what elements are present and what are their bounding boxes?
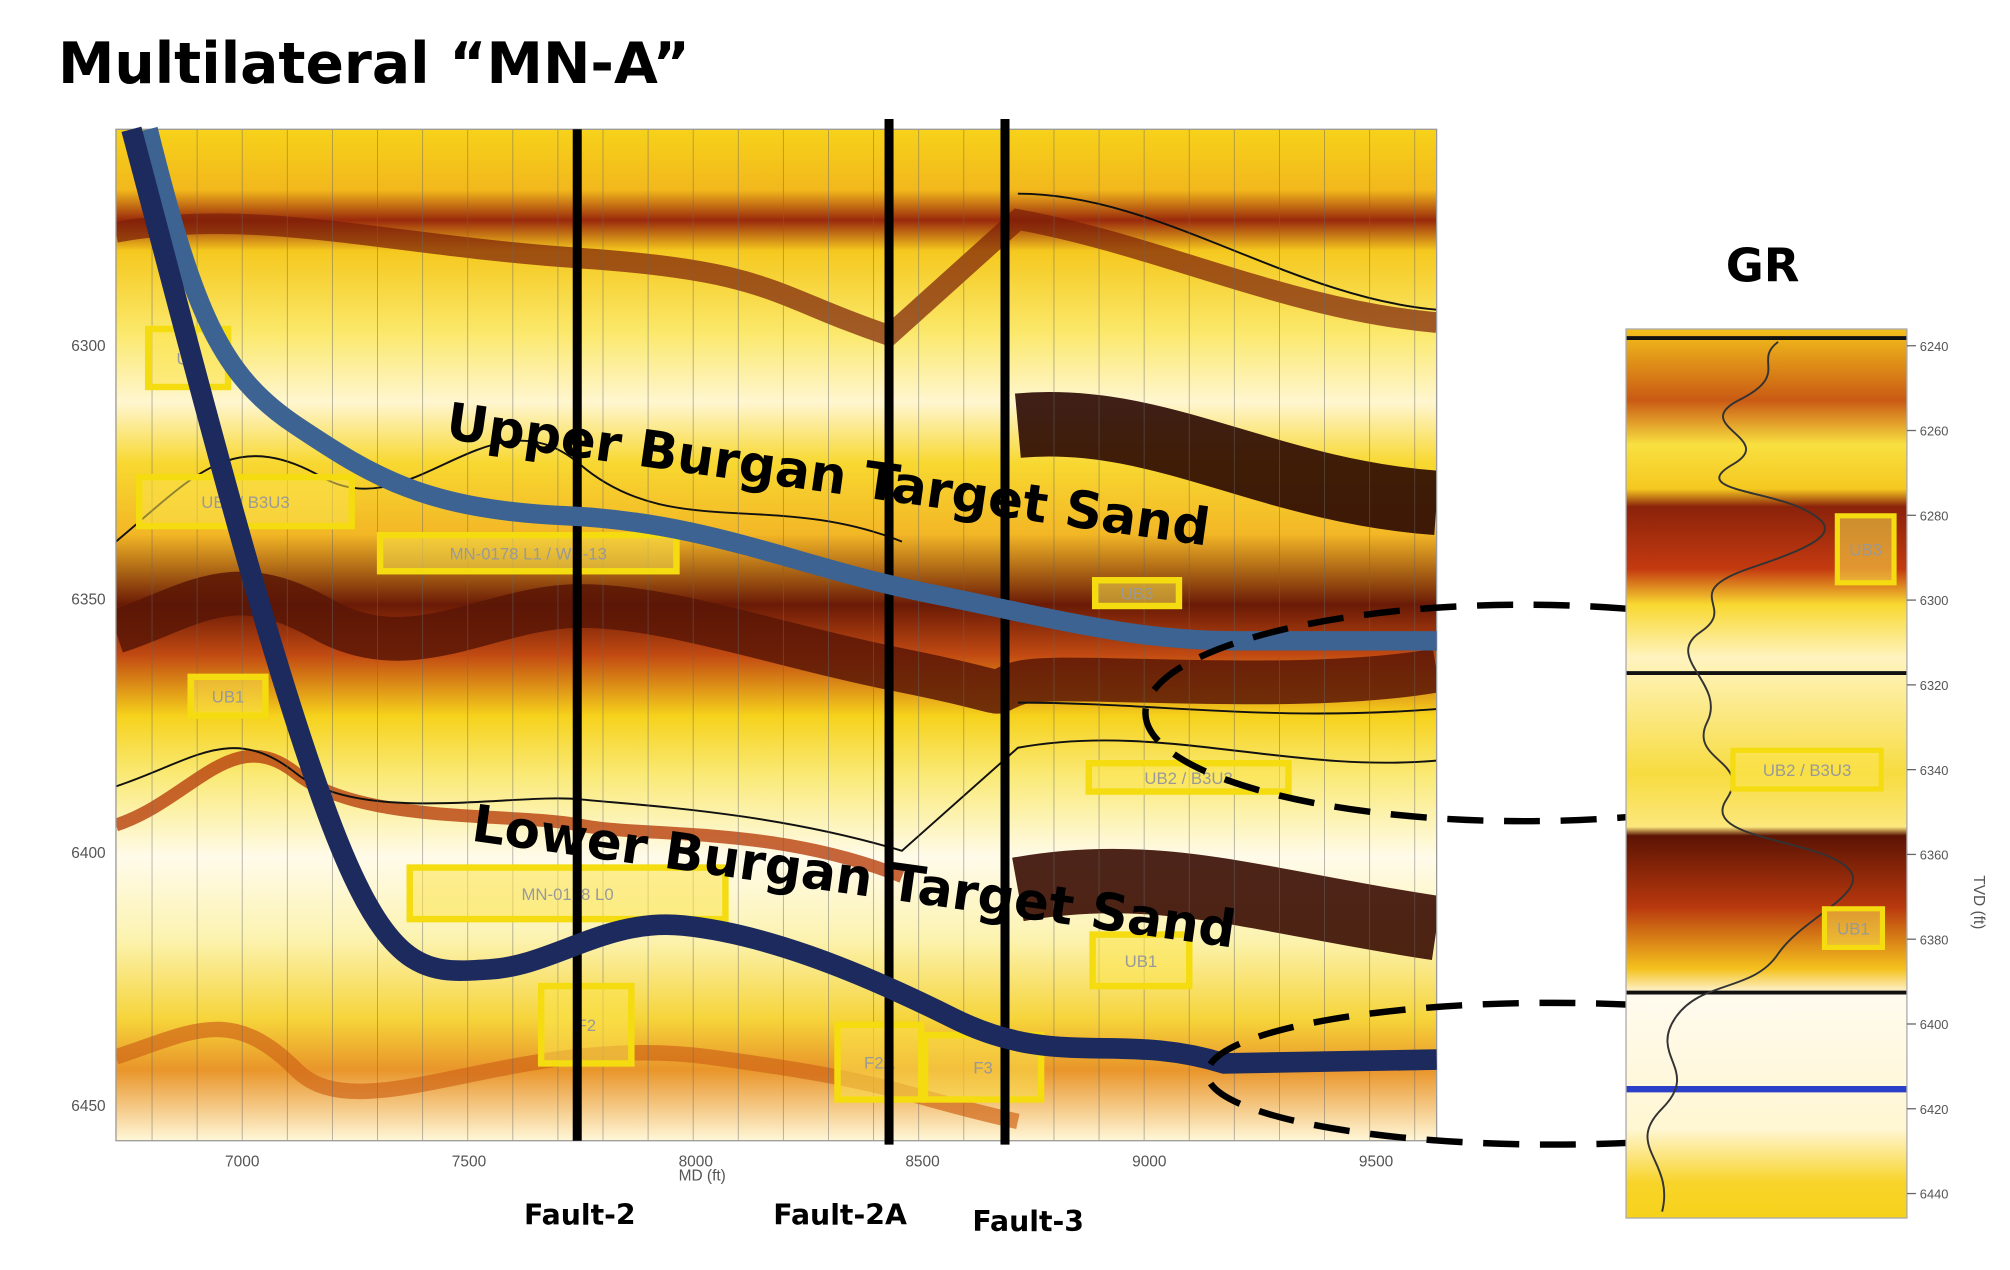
x-tick-label: 7500 bbox=[452, 1153, 486, 1170]
seismic-band bbox=[115, 208, 1437, 348]
zone-label: UB1 bbox=[1837, 920, 1870, 939]
gr-tick-label: 6440 bbox=[1920, 1187, 1949, 1202]
gr-tick-label: 6420 bbox=[1920, 1102, 1949, 1117]
lower-lateral bbox=[121, 126, 1437, 1074]
gr-ticks: 6240 6260 6280 6300 6320 6340 6360 6380 6400 6420… bbox=[1906, 339, 1949, 1202]
y-tick-label: 6350 bbox=[71, 591, 105, 608]
fault-label: Fault-2A bbox=[773, 1198, 907, 1231]
gr-frame bbox=[1625, 328, 1908, 1219]
gr-zone-labels: UB3 UB2 / B3U3 UB1 bbox=[1730, 513, 1897, 951]
fault-label: Fault-2 bbox=[524, 1198, 636, 1231]
label-box bbox=[1089, 931, 1193, 990]
main-ticks: 6300 6350 6400 6450 7000 7500 8000 8500 9000 9500 bbox=[71, 338, 1393, 1171]
label-box bbox=[187, 673, 269, 719]
zone-label: UB1 bbox=[212, 688, 245, 707]
gr-tick-label: 6380 bbox=[1920, 932, 1949, 947]
x-tick-label: 8000 bbox=[679, 1153, 713, 1170]
horizon bbox=[115, 739, 1437, 852]
horizon bbox=[1017, 192, 1437, 311]
gr-tick-label: 6300 bbox=[1920, 593, 1949, 608]
zone-label: UB3 bbox=[1121, 585, 1154, 604]
gr-axis-label: TVD (ft) bbox=[1970, 875, 1987, 929]
label-box bbox=[537, 982, 635, 1067]
label-box bbox=[376, 531, 680, 575]
gr-tick-label: 6400 bbox=[1920, 1017, 1949, 1032]
label-box bbox=[1821, 906, 1886, 951]
seismic-band bbox=[115, 749, 905, 883]
x-tick-label: 9000 bbox=[1132, 1153, 1166, 1170]
y-tick-label: 6400 bbox=[71, 845, 105, 862]
gr-tick-label: 6360 bbox=[1920, 848, 1949, 863]
x-tick-label: 9500 bbox=[1359, 1153, 1393, 1170]
gr-tick-label: 6340 bbox=[1920, 763, 1949, 778]
seismic-band bbox=[1014, 392, 1437, 536]
gr-tick-label: 6320 bbox=[1920, 678, 1949, 693]
zone-label: UB3 bbox=[1849, 541, 1882, 560]
gr-tick-label: 6280 bbox=[1920, 508, 1949, 523]
fault-label: Fault-3 bbox=[972, 1205, 1084, 1238]
title: Multilateral “MN-A” bbox=[58, 31, 690, 97]
zone-label: MN-0178 L1 / WP-13 bbox=[450, 545, 607, 564]
gr-title: GR bbox=[1726, 238, 1800, 292]
x-axis-label: MD (ft) bbox=[679, 1168, 726, 1185]
label-box bbox=[406, 864, 729, 923]
y-tick-label: 6300 bbox=[71, 338, 105, 355]
zone-label: UB2 / B3U3 bbox=[1144, 769, 1232, 788]
zone-label: MN-0178 L0 bbox=[521, 885, 613, 904]
zone-label: UB2 / B3U3 bbox=[1763, 761, 1851, 780]
x-tick-label: 7000 bbox=[225, 1153, 259, 1170]
zone-label: UB2 / B3U3 bbox=[201, 493, 289, 512]
gr-tick-label: 6260 bbox=[1920, 424, 1949, 439]
upper-lateral bbox=[138, 126, 1437, 651]
zone-label: F3 bbox=[973, 1059, 993, 1078]
gr-tick-label: 6240 bbox=[1920, 339, 1949, 354]
label-box bbox=[1730, 747, 1884, 792]
zone-label: UB1 bbox=[1125, 952, 1158, 971]
label-box bbox=[1834, 513, 1897, 586]
label-box bbox=[834, 1021, 925, 1103]
label-box bbox=[1091, 577, 1183, 610]
seismic-band bbox=[115, 571, 1437, 714]
x-tick-label: 8500 bbox=[905, 1153, 939, 1170]
gr-curve bbox=[1646, 341, 1854, 1212]
y-tick-label: 6450 bbox=[71, 1098, 105, 1115]
